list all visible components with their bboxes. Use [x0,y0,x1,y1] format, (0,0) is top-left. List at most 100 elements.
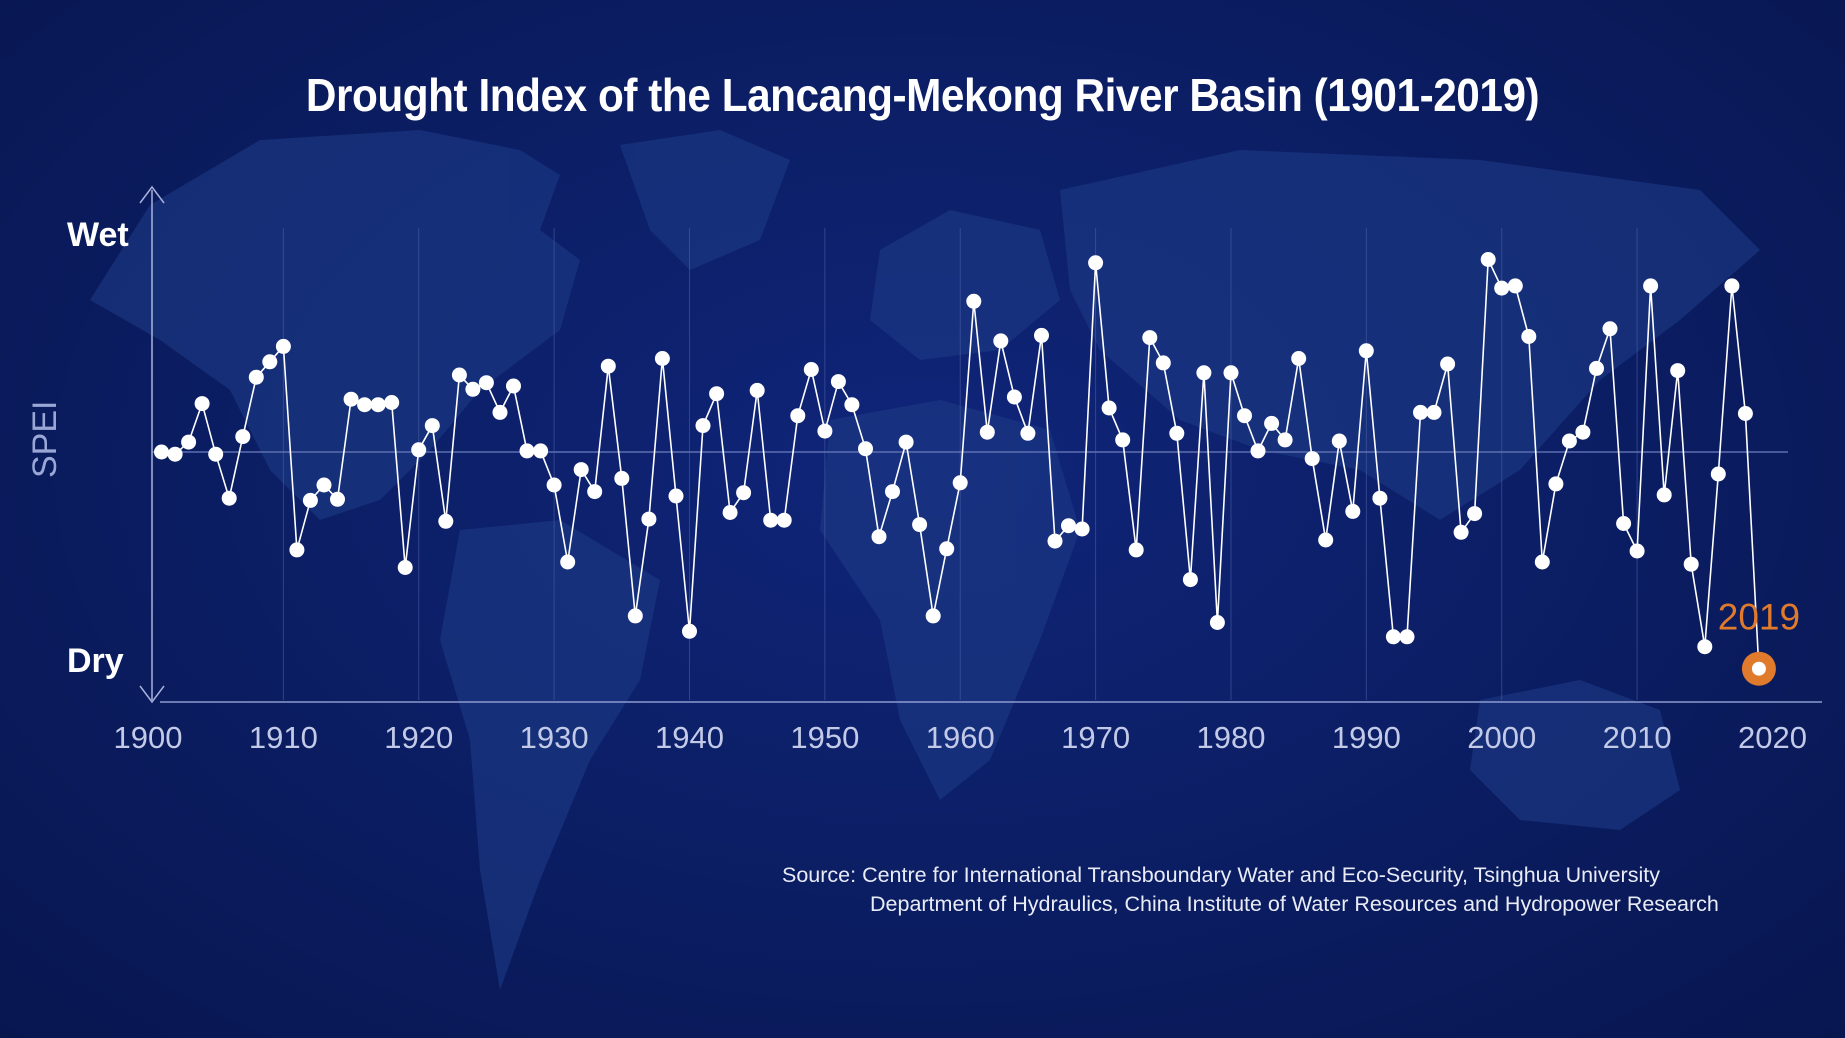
data-point [1589,360,1604,376]
source-line-2: Department of Hydraulics, China Institut… [870,892,1719,916]
data-point [194,396,210,412]
data-point [1670,363,1686,379]
x-tick-label: 1910 [249,720,318,755]
data-point [235,429,251,445]
data-point [451,367,467,383]
data-point [1372,490,1388,506]
wet-label: Wet [67,216,129,254]
data-point [397,560,413,575]
data-point [478,375,494,391]
data-point [221,490,237,506]
highlight-label: 2019 [1718,597,1800,638]
data-point [411,442,427,458]
data-point [1358,343,1374,359]
data-point [1399,629,1415,645]
y-axis-arrow-up [139,185,165,204]
data-point [1345,503,1361,519]
data-point [654,351,670,366]
data-point [1426,404,1442,420]
data-point [1074,521,1090,537]
data-point [749,382,765,398]
data-point [1331,433,1347,449]
y-axis-arrow-down [139,685,165,704]
data-point [1575,424,1591,440]
x-tick-label: 2020 [1738,720,1807,755]
data-point [803,362,819,377]
data-point [1710,466,1726,482]
highlight-2019: 2019 [1718,597,1800,686]
data-point [357,397,373,413]
data-point [1318,532,1334,548]
spei-series [154,252,1760,669]
data-point [1683,556,1699,572]
data-point [817,423,833,439]
source-line-1: Source: Centre for International Transbo… [782,863,1660,887]
data-point [343,391,359,407]
data-point [1264,415,1280,431]
data-point [695,418,711,434]
source-note: Source: Centre for International Transbo… [782,861,1719,919]
data-point [1277,432,1293,448]
data-point [262,354,278,370]
data-point [939,541,955,557]
data-point [763,512,779,528]
data-point [736,485,752,501]
data-point [709,386,725,402]
data-point [1548,476,1564,492]
data-point [275,338,291,354]
data-point [1209,615,1225,630]
data-point [384,395,400,410]
data-point [668,488,684,504]
data-point [424,418,440,434]
data-point [885,484,900,500]
data-point [925,608,941,624]
data-point [1737,406,1753,421]
data-point [1440,356,1456,372]
x-tick-label: 1990 [1332,720,1401,755]
data-point [1196,365,1212,381]
data-point [1155,355,1171,371]
data-point [1128,542,1144,558]
data-point [858,441,873,457]
data-point [1061,518,1076,534]
data-point [1223,365,1239,381]
data-point [627,608,643,624]
data-point [966,293,982,309]
data-point [1291,351,1307,366]
data-point [830,374,846,390]
data-point [1656,487,1672,503]
highlight-point-center [1751,661,1766,676]
x-tick-label: 1950 [790,720,859,755]
data-point [1169,425,1185,441]
data-point [1480,252,1496,267]
data-point [912,517,928,533]
data-point [1629,543,1645,559]
x-axis-ticks: 1900 1910 1920 1930 1940 1950 1960 1970 1980 1990… [114,720,1807,755]
data-point [1304,451,1320,467]
data-point [1047,533,1063,549]
data-point [1182,572,1198,588]
data-point [1020,425,1036,441]
data-point [614,470,630,486]
data-point [1467,506,1483,522]
data-point [289,542,305,558]
data-point [1413,404,1428,420]
data-point [682,623,697,639]
data-point [587,484,603,500]
data-point [993,333,1009,349]
data-point [1507,278,1523,294]
data-point [1697,639,1713,655]
data-point [871,529,887,545]
data-point [1616,516,1632,531]
data-point [1453,524,1469,540]
data-point [1142,330,1158,346]
data-point [952,475,968,491]
data-point [1088,255,1104,271]
data-point [167,446,183,462]
data-point [1115,432,1131,448]
x-tick-label: 1900 [114,720,183,755]
data-point [1561,433,1577,449]
data-point [438,513,454,529]
